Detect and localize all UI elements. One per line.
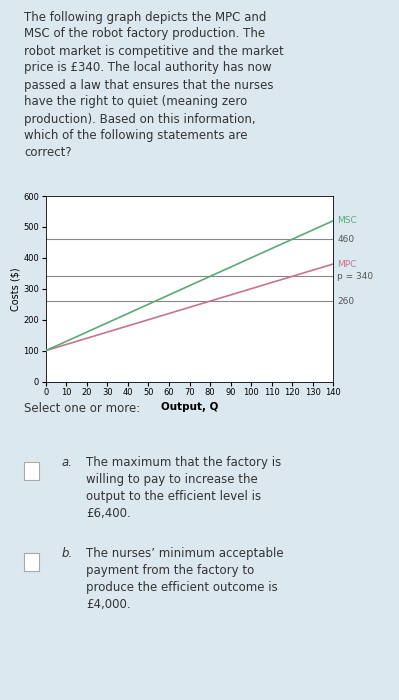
Text: a.: a. <box>62 456 73 470</box>
Text: The maximum that the factory is
willing to pay to increase the
output to the eff: The maximum that the factory is willing … <box>86 456 281 520</box>
Text: b.: b. <box>62 547 73 561</box>
Text: MPC: MPC <box>337 260 357 269</box>
Text: The following graph depicts the MPC and
MSC of the robot factory production. The: The following graph depicts the MPC and … <box>24 10 284 160</box>
Text: MSC: MSC <box>337 216 357 225</box>
X-axis label: Output, Q: Output, Q <box>161 402 218 412</box>
Text: 460: 460 <box>337 234 354 244</box>
Text: p = 340: p = 340 <box>337 272 373 281</box>
Text: Select one or more:: Select one or more: <box>24 402 140 416</box>
Text: 260: 260 <box>337 297 354 306</box>
Y-axis label: Costs ($): Costs ($) <box>10 267 20 311</box>
Text: The nurses’ minimum acceptable
payment from the factory to
produce the efficient: The nurses’ minimum acceptable payment f… <box>86 547 283 611</box>
